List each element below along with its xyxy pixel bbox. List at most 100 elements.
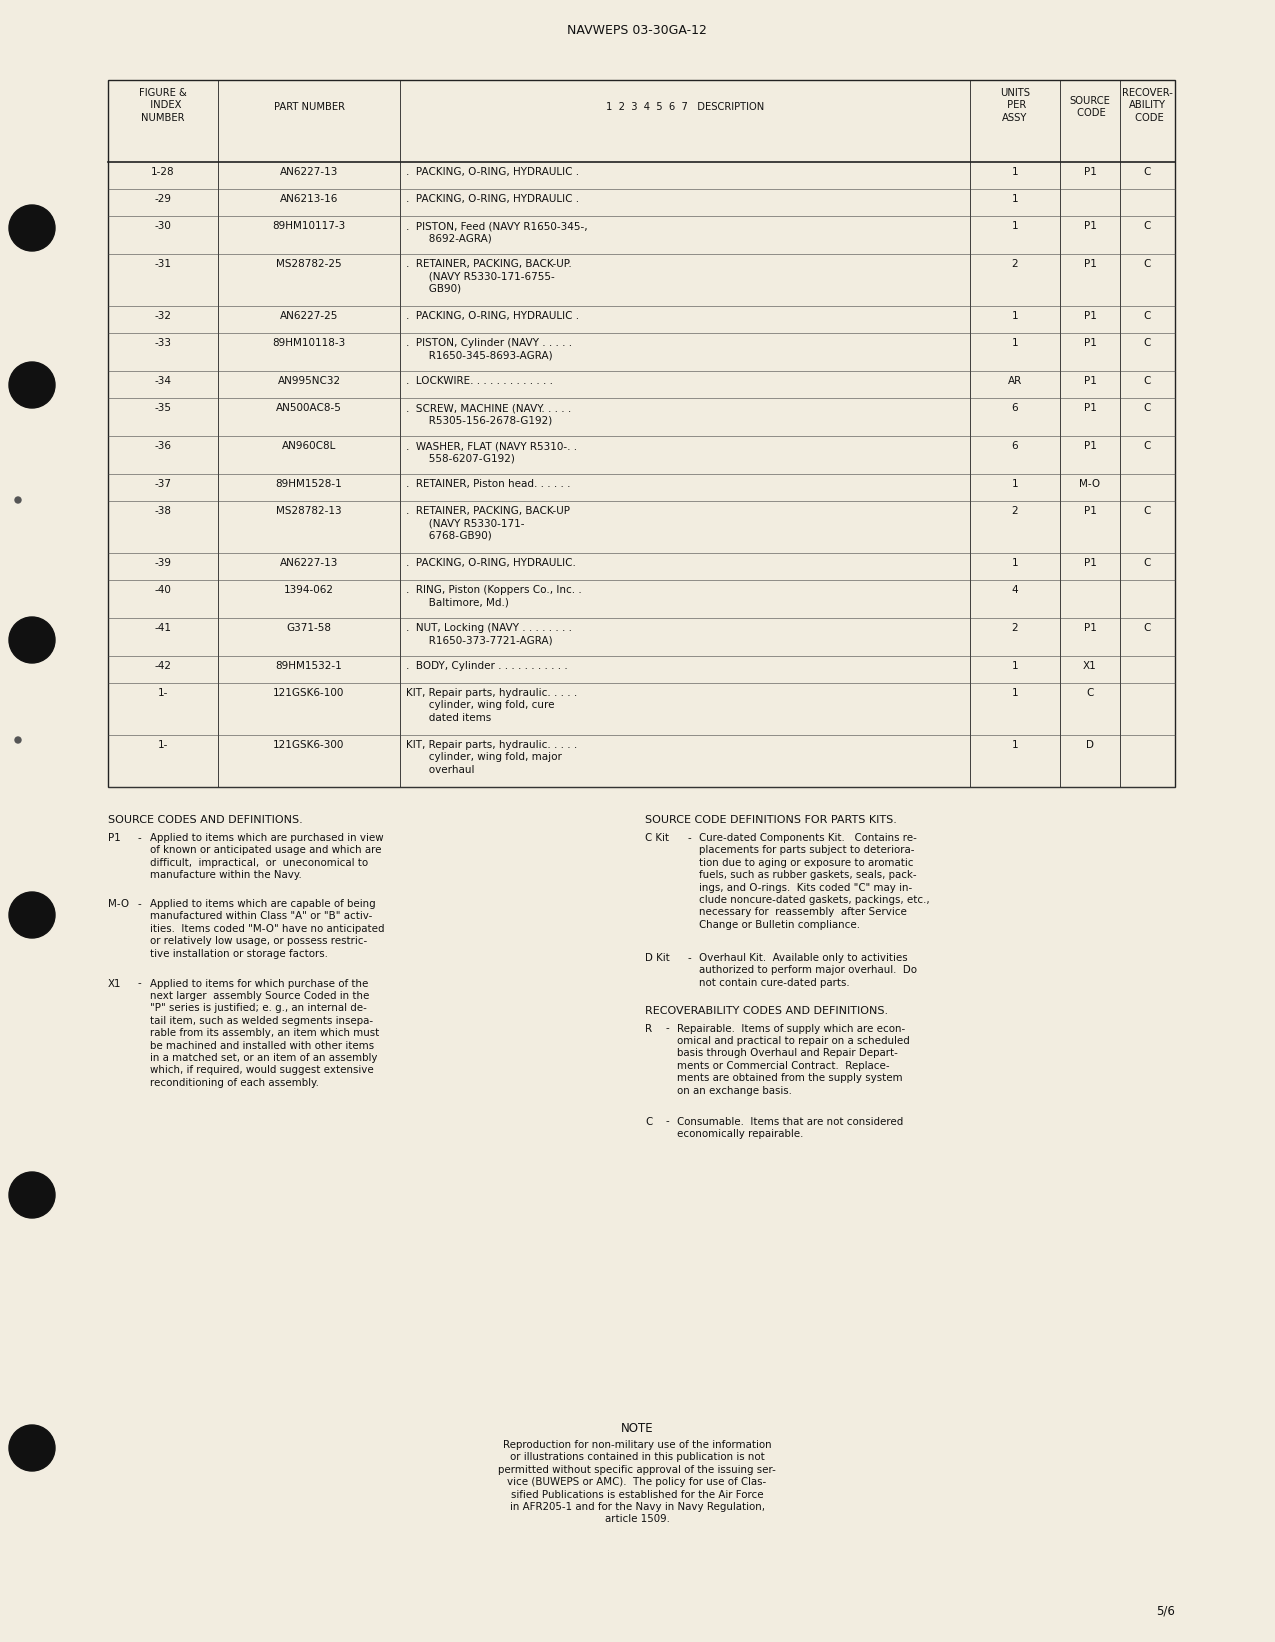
Text: 89HM1528-1: 89HM1528-1: [275, 479, 343, 489]
Circle shape: [15, 737, 20, 742]
Text: .  RETAINER, PACKING, BACK-UP.
       (NAVY R5330-171-6755-
       GB90): . RETAINER, PACKING, BACK-UP. (NAVY R533…: [405, 259, 571, 294]
Text: .  RETAINER, PACKING, BACK-UP
       (NAVY R5330-171-
       6768-GB90): . RETAINER, PACKING, BACK-UP (NAVY R5330…: [405, 506, 570, 540]
Text: Applied to items which are purchased in view
of known or anticipated usage and w: Applied to items which are purchased in …: [150, 832, 384, 880]
Text: P1: P1: [1084, 402, 1096, 414]
Text: Reproduction for non-military use of the information
or illustrations contained : Reproduction for non-military use of the…: [499, 1440, 776, 1524]
Text: -34: -34: [154, 376, 172, 386]
Text: .  SCREW, MACHINE (NAVY. . . . .
       R5305-156-2678-G192): . SCREW, MACHINE (NAVY. . . . . R5305-15…: [405, 402, 571, 425]
Text: -: -: [138, 979, 142, 988]
Circle shape: [15, 498, 20, 502]
Text: MS28782-25: MS28782-25: [277, 259, 342, 269]
Text: AN6227-13: AN6227-13: [279, 167, 338, 177]
Text: -: -: [138, 900, 142, 910]
Text: P1: P1: [1084, 259, 1096, 269]
Text: Applied to items which are capable of being
manufactured within Class "A" or "B": Applied to items which are capable of be…: [150, 900, 385, 959]
Text: .  PACKING, O-RING, HYDRAULIC .: . PACKING, O-RING, HYDRAULIC .: [405, 310, 579, 320]
Text: NAVWEPS 03-30GA-12: NAVWEPS 03-30GA-12: [567, 25, 706, 38]
Text: MS28782-13: MS28782-13: [277, 506, 342, 516]
Text: .  PACKING, O-RING, HYDRAULIC.: . PACKING, O-RING, HYDRAULIC.: [405, 558, 576, 568]
Text: R: R: [645, 1023, 652, 1033]
Text: M-O: M-O: [1080, 479, 1100, 489]
Text: 1: 1: [1011, 558, 1019, 568]
Bar: [108, 80, 1176, 787]
Text: -33: -33: [154, 338, 172, 348]
Text: 2: 2: [1011, 622, 1019, 634]
Text: 1: 1: [1011, 688, 1019, 698]
Text: .  PISTON, Feed (NAVY R1650-345-,
       8692-AGRA): . PISTON, Feed (NAVY R1650-345-, 8692-AG…: [405, 222, 588, 243]
Text: KIT, Repair parts, hydraulic. . . . .
       cylinder, wing fold, cure
       da: KIT, Repair parts, hydraulic. . . . . cy…: [405, 688, 578, 722]
Text: 1: 1: [1011, 479, 1019, 489]
Text: X1: X1: [108, 979, 121, 988]
Text: UNITS
 PER
ASSY: UNITS PER ASSY: [1000, 89, 1030, 123]
Text: C: C: [1086, 688, 1094, 698]
Text: 2: 2: [1011, 506, 1019, 516]
Text: AN6227-13: AN6227-13: [279, 558, 338, 568]
Text: P1: P1: [1084, 310, 1096, 320]
Circle shape: [9, 892, 55, 938]
Text: C: C: [1144, 222, 1151, 232]
Text: Applied to items for which purchase of the
next larger  assembly Source Coded in: Applied to items for which purchase of t…: [150, 979, 379, 1087]
Text: 121GSK6-100: 121GSK6-100: [273, 688, 344, 698]
Text: -: -: [138, 832, 142, 842]
Text: .  LOCKWIRE. . . . . . . . . . . . .: . LOCKWIRE. . . . . . . . . . . . .: [405, 376, 553, 386]
Text: -: -: [666, 1117, 669, 1126]
Text: 5/6: 5/6: [1156, 1604, 1176, 1617]
Text: P1: P1: [1084, 338, 1096, 348]
Text: 1  2  3  4  5  6  7   DESCRIPTION: 1 2 3 4 5 6 7 DESCRIPTION: [606, 102, 764, 112]
Circle shape: [9, 205, 55, 251]
Text: -35: -35: [154, 402, 172, 414]
Text: P1: P1: [1084, 506, 1096, 516]
Text: P1: P1: [1084, 167, 1096, 177]
Text: RECOVER-
ABILITY
 CODE: RECOVER- ABILITY CODE: [1122, 89, 1173, 123]
Text: .  PACKING, O-RING, HYDRAULIC .: . PACKING, O-RING, HYDRAULIC .: [405, 167, 579, 177]
Text: -: -: [666, 1023, 669, 1033]
Circle shape: [9, 1172, 55, 1218]
Text: C: C: [1144, 442, 1151, 452]
Text: SOURCE CODES AND DEFINITIONS.: SOURCE CODES AND DEFINITIONS.: [108, 814, 302, 824]
Text: -40: -40: [154, 585, 171, 594]
Text: AR: AR: [1007, 376, 1023, 386]
Text: P1: P1: [1084, 558, 1096, 568]
Text: P1: P1: [1084, 376, 1096, 386]
Text: PART NUMBER: PART NUMBER: [274, 102, 344, 112]
Text: -: -: [687, 952, 691, 962]
Circle shape: [9, 1425, 55, 1471]
Text: SOURCE CODE DEFINITIONS FOR PARTS KITS.: SOURCE CODE DEFINITIONS FOR PARTS KITS.: [645, 814, 896, 824]
Text: C: C: [1144, 338, 1151, 348]
Text: -30: -30: [154, 222, 171, 232]
Text: 1-: 1-: [158, 688, 168, 698]
Text: P1: P1: [1084, 222, 1096, 232]
Text: AN6227-25: AN6227-25: [279, 310, 338, 320]
Text: .  NUT, Locking (NAVY . . . . . . . .
       R1650-373-7721-AGRA): . NUT, Locking (NAVY . . . . . . . . R16…: [405, 622, 572, 645]
Circle shape: [9, 617, 55, 663]
Text: 89HM10117-3: 89HM10117-3: [273, 222, 346, 232]
Text: .  BODY, Cylinder . . . . . . . . . . .: . BODY, Cylinder . . . . . . . . . . .: [405, 662, 567, 672]
Text: AN995NC32: AN995NC32: [278, 376, 340, 386]
Text: C: C: [1144, 310, 1151, 320]
Text: AN960C8L: AN960C8L: [282, 442, 337, 452]
Text: -41: -41: [154, 622, 172, 634]
Text: C: C: [645, 1117, 652, 1126]
Text: .  RETAINER, Piston head. . . . . .: . RETAINER, Piston head. . . . . .: [405, 479, 570, 489]
Text: 121GSK6-300: 121GSK6-300: [273, 741, 344, 750]
Text: 1: 1: [1011, 338, 1019, 348]
Text: 1: 1: [1011, 194, 1019, 204]
Text: -39: -39: [154, 558, 172, 568]
Text: AN6213-16: AN6213-16: [279, 194, 338, 204]
Text: .  PACKING, O-RING, HYDRAULIC .: . PACKING, O-RING, HYDRAULIC .: [405, 194, 579, 204]
Text: Consumable.  Items that are not considered
economically repairable.: Consumable. Items that are not considere…: [677, 1117, 903, 1140]
Text: 1: 1: [1011, 167, 1019, 177]
Text: Overhaul Kit.  Available only to activities
authorized to perform major overhaul: Overhaul Kit. Available only to activiti…: [699, 952, 917, 988]
Text: KIT, Repair parts, hydraulic. . . . .
       cylinder, wing fold, major
       o: KIT, Repair parts, hydraulic. . . . . cy…: [405, 741, 578, 775]
Text: P1: P1: [108, 832, 121, 842]
Text: G371-58: G371-58: [287, 622, 332, 634]
Text: 4: 4: [1011, 585, 1019, 594]
Text: -32: -32: [154, 310, 172, 320]
Circle shape: [9, 361, 55, 407]
Text: C: C: [1144, 558, 1151, 568]
Text: .  WASHER, FLAT (NAVY R5310-. .
       558-6207-G192): . WASHER, FLAT (NAVY R5310-. . 558-6207-…: [405, 442, 578, 463]
Text: C: C: [1144, 376, 1151, 386]
Text: 1-: 1-: [158, 741, 168, 750]
Text: C: C: [1144, 506, 1151, 516]
Text: -38: -38: [154, 506, 172, 516]
